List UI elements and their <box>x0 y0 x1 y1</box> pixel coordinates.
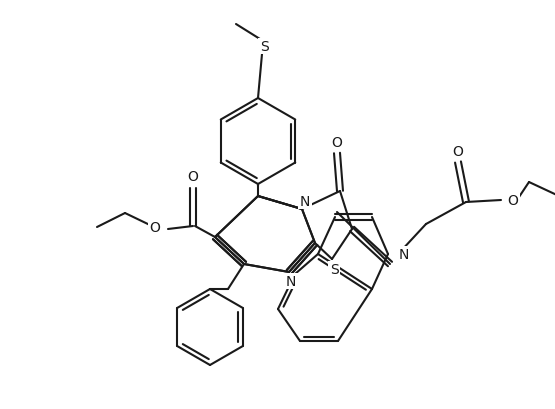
Text: O: O <box>452 145 463 159</box>
Text: O: O <box>508 193 518 207</box>
Text: N: N <box>286 274 296 288</box>
Text: N: N <box>399 247 409 261</box>
Text: O: O <box>331 136 342 150</box>
Text: N: N <box>300 195 310 209</box>
Text: O: O <box>149 220 160 234</box>
Text: S: S <box>330 262 339 276</box>
Text: O: O <box>188 170 199 184</box>
Text: S: S <box>260 40 269 54</box>
